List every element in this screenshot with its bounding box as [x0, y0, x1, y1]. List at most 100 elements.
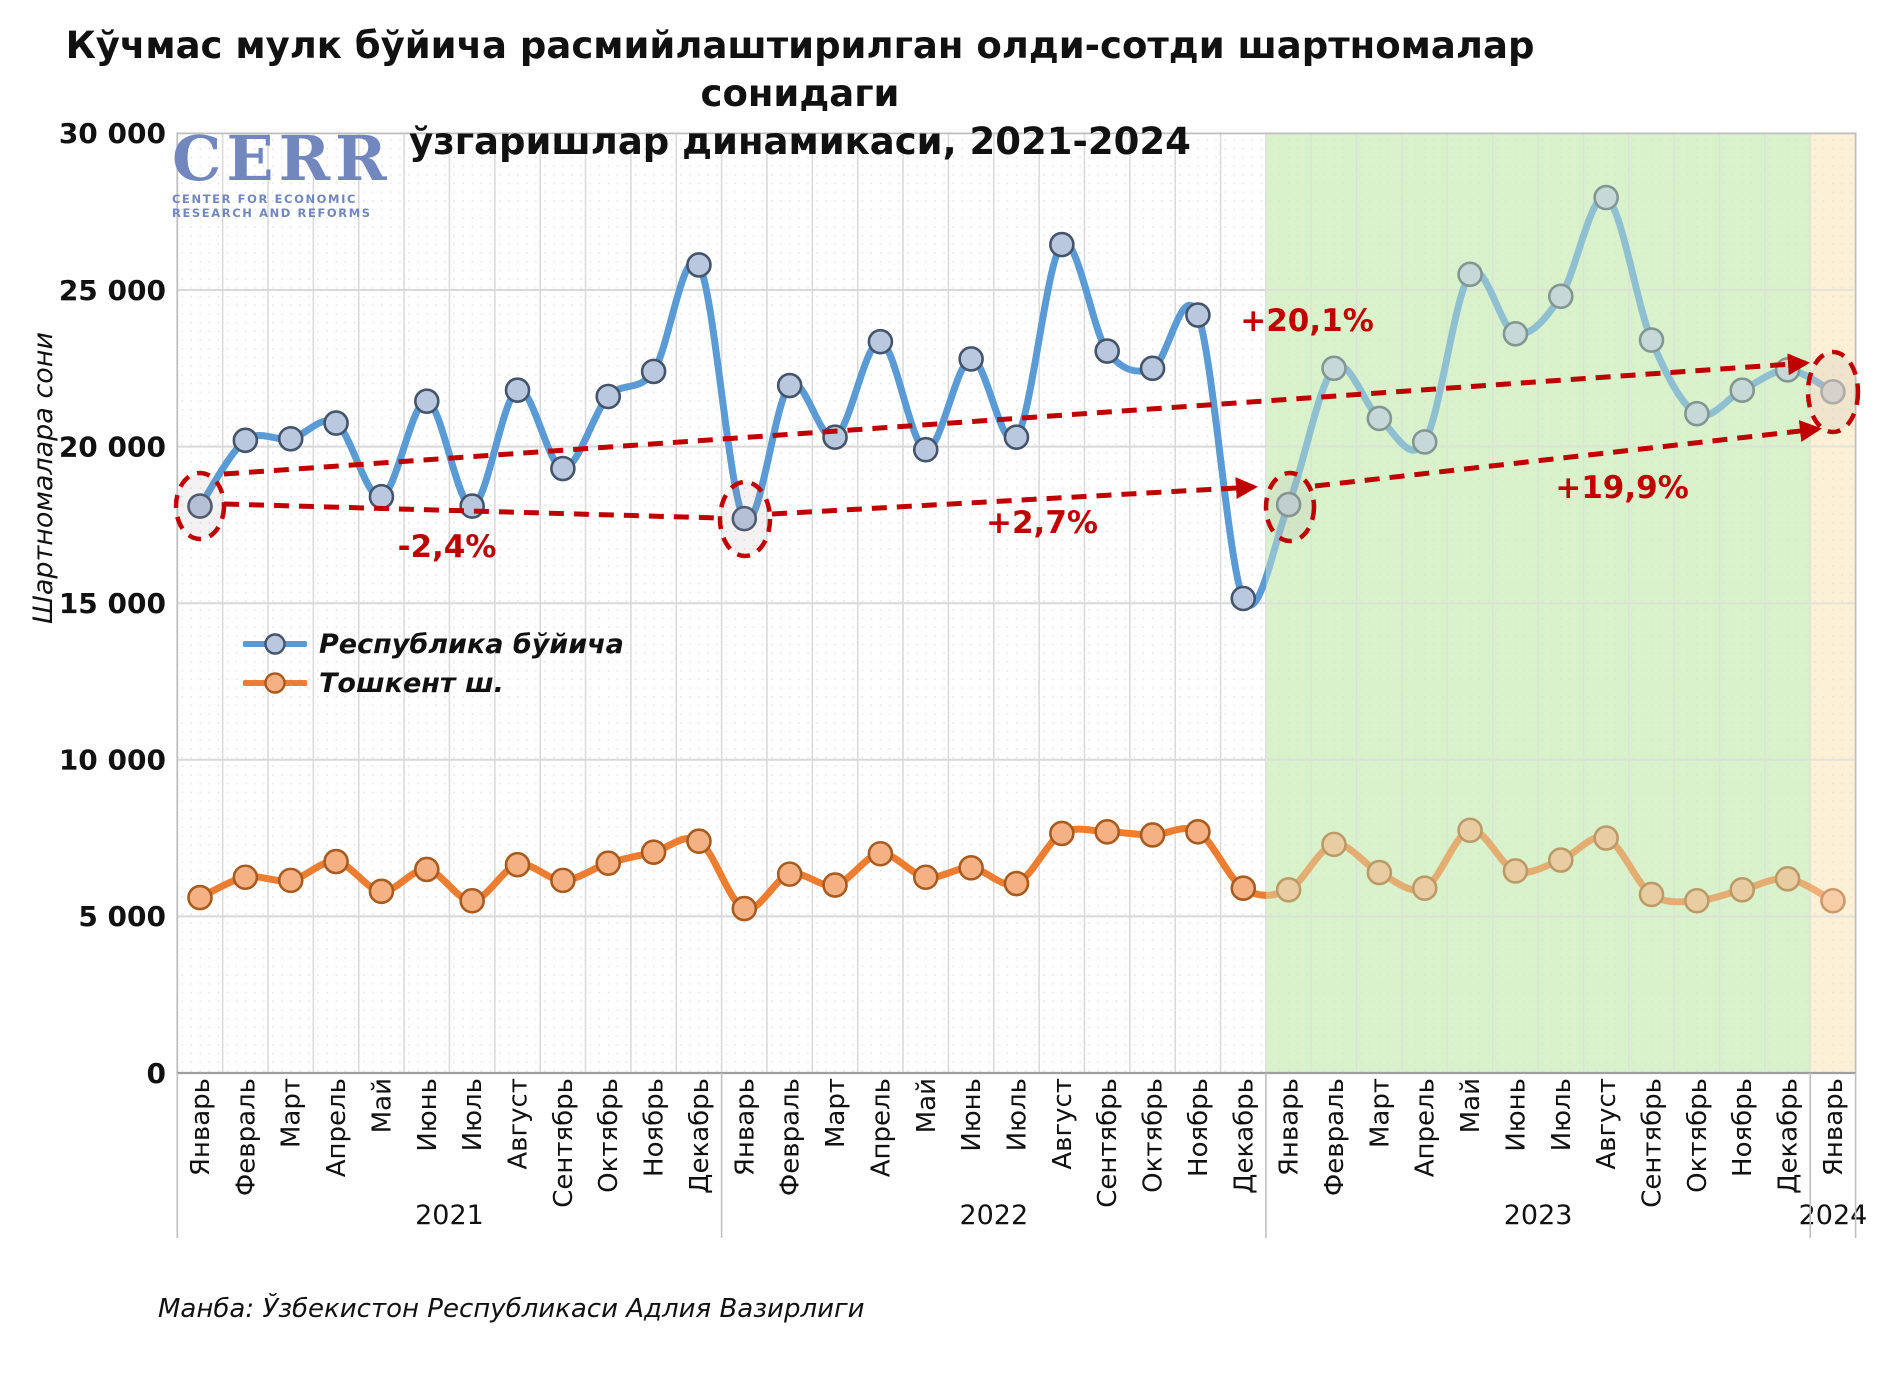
data-point-marker	[686, 828, 712, 855]
trend-dashed-line	[771, 477, 1258, 517]
y-tick-label: 10 000	[59, 744, 166, 777]
y-tick-label: 20 000	[59, 430, 166, 463]
data-point-marker	[368, 483, 395, 510]
data-point-marker	[1139, 355, 1166, 382]
x-tick-label-month: Май	[1456, 1078, 1486, 1133]
data-point-marker	[867, 840, 894, 867]
data-point-marker	[595, 383, 622, 410]
january-highlight-ellipse	[717, 479, 773, 559]
legend-item-republic: Республика бўйича	[243, 629, 624, 660]
data-point-marker	[1366, 859, 1393, 886]
x-tick-label-month: Апрель	[1411, 1078, 1441, 1177]
chart-title: Кўчмас мулк бўйича расмийлаштирилган олд…	[0, 22, 1600, 166]
x-tick-label-month: Март	[821, 1078, 851, 1148]
y-tick-label: 5 000	[78, 900, 166, 933]
gridlines	[177, 133, 1856, 1073]
data-point-marker	[1230, 585, 1257, 612]
data-point-marker	[776, 861, 803, 887]
legend-item-tashkent: Тошкент ш.	[243, 667, 624, 699]
data-point-marker	[323, 848, 349, 875]
data-point-marker	[1094, 819, 1120, 845]
x-axis-year-label: 2022	[959, 1200, 1028, 1231]
x-tick-label-month: Декабрь	[1229, 1078, 1259, 1194]
growth-annotation-label: +19,9%	[1555, 470, 1689, 506]
trend-dashed-line	[223, 501, 720, 521]
data-point-marker	[822, 872, 848, 898]
x-tick-label-month: Декабрь	[1774, 1078, 1804, 1194]
y-tick-label: 15 000	[59, 587, 166, 620]
data-point-marker	[1729, 876, 1756, 903]
data-point-marker	[187, 884, 213, 911]
x-tick-label-month: Февраль	[776, 1078, 806, 1196]
data-point-marker	[1230, 875, 1257, 902]
x-tick-label-month: Сентябрь	[1093, 1078, 1123, 1208]
data-point-marker	[1094, 338, 1120, 364]
data-point-marker	[1502, 858, 1529, 884]
data-point-marker	[640, 839, 667, 865]
data-point-marker	[912, 864, 939, 891]
data-point-marker	[459, 493, 485, 519]
y-axis-title: Шартномалара сони	[28, 332, 59, 624]
data-point-marker	[1321, 831, 1347, 858]
data-point-marker	[912, 436, 939, 463]
x-tick-label-month: Август	[1048, 1078, 1078, 1170]
data-point-marker	[1548, 847, 1574, 873]
data-point-marker	[731, 895, 758, 922]
data-point-marker	[550, 455, 576, 482]
x-tick-label-month: Апрель	[322, 1078, 352, 1177]
legend-swatch-tashkent-icon	[243, 672, 307, 694]
growth-annotation-label: +20,1%	[1240, 303, 1374, 339]
data-point-marker	[1684, 400, 1710, 427]
x-tick-label-month: Июнь	[413, 1078, 443, 1152]
x-tick-label-month: Январь	[730, 1078, 760, 1176]
data-point-marker	[1593, 184, 1619, 211]
data-point-marker	[1774, 866, 1801, 892]
data-point-marker	[1548, 283, 1574, 310]
growth-annotation-label: +2,7%	[986, 505, 1098, 541]
data-point-marker	[1684, 887, 1710, 914]
x-tick-label-month: Июль	[1547, 1078, 1577, 1151]
trend-dashed-line	[1314, 420, 1822, 489]
data-point-marker	[1003, 424, 1030, 451]
x-tick-label-month: Октябрь	[594, 1078, 624, 1193]
x-tick-label-month: Январь	[1275, 1078, 1305, 1176]
data-point-marker	[459, 887, 485, 914]
cerr-logo: CERR CENTER FOR ECONOMIC RESEARCH AND RE…	[172, 128, 392, 221]
x-tick-label-month: Сентябрь	[549, 1078, 579, 1208]
data-point-marker	[1003, 870, 1030, 897]
growth-annotations: -2,4% +2,7% +20,1% +19,9%	[173, 303, 1861, 565]
data-point-marker	[1049, 820, 1075, 847]
x-tick-label-month: Сентябрь	[1638, 1078, 1668, 1208]
data-point-marker	[550, 867, 576, 894]
source-note: Манба: Ўзбекистон Республикаси Адлия Ваз…	[158, 1294, 865, 1324]
data-point-marker	[368, 878, 395, 905]
data-point-marker	[232, 864, 259, 891]
data-point-marker	[731, 505, 758, 532]
cerr-logo-subtext: CENTER FOR ECONOMIC RESEARCH AND REFORMS	[172, 192, 372, 221]
legend-label-tashkent: Тошкент ш.	[319, 667, 504, 699]
band-tint-overlay	[1265, 133, 1856, 1073]
january-highlight-ellipse	[1263, 470, 1317, 544]
data-point-marker	[187, 493, 213, 519]
x-tick-label-month: Март	[277, 1078, 307, 1148]
data-point-marker	[1638, 327, 1665, 353]
data-point-marker	[1820, 378, 1846, 405]
data-point-marker	[323, 410, 349, 436]
data-point-marker	[1139, 822, 1166, 848]
data-point-marker	[1593, 825, 1619, 851]
axes: 0 5 000 10 000 15 000 20 000 25 000 30 000 Янва…	[59, 117, 1867, 1238]
chart-title-line2: ўзгаришлар динамикаси, 2021-2024	[409, 120, 1191, 164]
x-tick-label-month: Февраль	[231, 1078, 261, 1196]
legend-swatch-republic-icon	[243, 633, 307, 655]
x-tick-label-month: Март	[1365, 1078, 1395, 1148]
highlight-band-2023	[1265, 133, 1811, 1073]
x-axis-year-label: 2024	[1799, 1200, 1868, 1231]
data-point-marker	[686, 252, 712, 278]
x-tick-label-month: Октябрь	[1683, 1078, 1713, 1193]
data-point-marker	[277, 425, 304, 452]
data-point-marker	[640, 358, 667, 385]
x-tick-label-month: Ноябрь	[1184, 1078, 1214, 1177]
x-tick-label-month: Декабрь	[685, 1078, 715, 1194]
